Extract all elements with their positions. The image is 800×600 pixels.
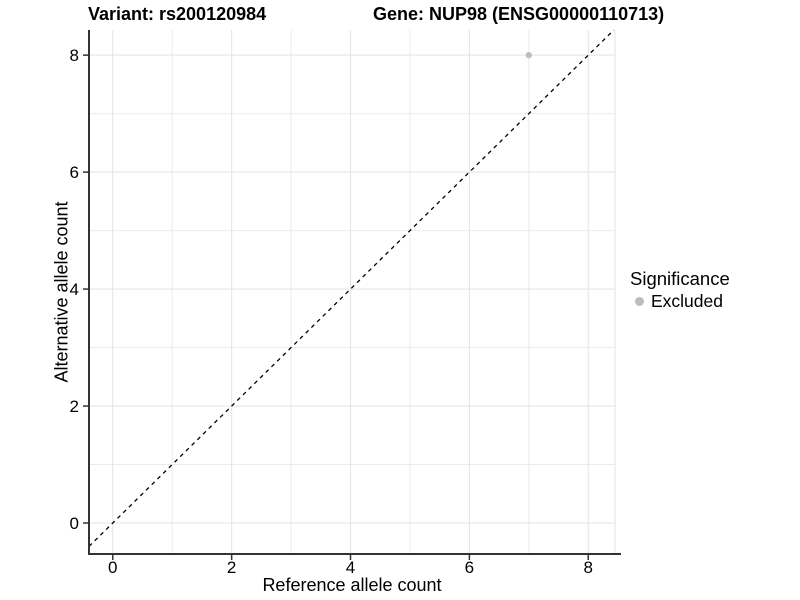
gene-title: Gene: NUP98 (ENSG00000110713) <box>373 4 665 24</box>
x-tick-label: 6 <box>465 558 474 577</box>
legend-item-excluded: Excluded <box>630 290 730 313</box>
x-tick-label: 8 <box>584 558 593 577</box>
x-tick-label: 2 <box>227 558 236 577</box>
x-tick-label: 4 <box>346 558 355 577</box>
legend-marker-excluded <box>635 297 644 306</box>
y-axis-title: Alternative allele count <box>51 201 72 383</box>
y-tick-label: 8 <box>70 46 79 65</box>
legend: Significance Excluded <box>630 267 730 313</box>
legend-label-excluded: Excluded <box>651 291 723 311</box>
identity-line <box>88 29 615 547</box>
variant-title: Variant: rs200120984 <box>88 4 267 24</box>
x-axis-title: Reference allele count <box>262 575 442 595</box>
y-tick-label: 6 <box>70 163 79 182</box>
data-point <box>525 51 533 59</box>
legend-title: Significance <box>630 268 730 289</box>
y-tick-label: 4 <box>70 280 79 299</box>
y-tick-label: 2 <box>70 397 79 416</box>
x-tick-label: 0 <box>108 558 117 577</box>
y-tick-label: 0 <box>70 514 79 533</box>
